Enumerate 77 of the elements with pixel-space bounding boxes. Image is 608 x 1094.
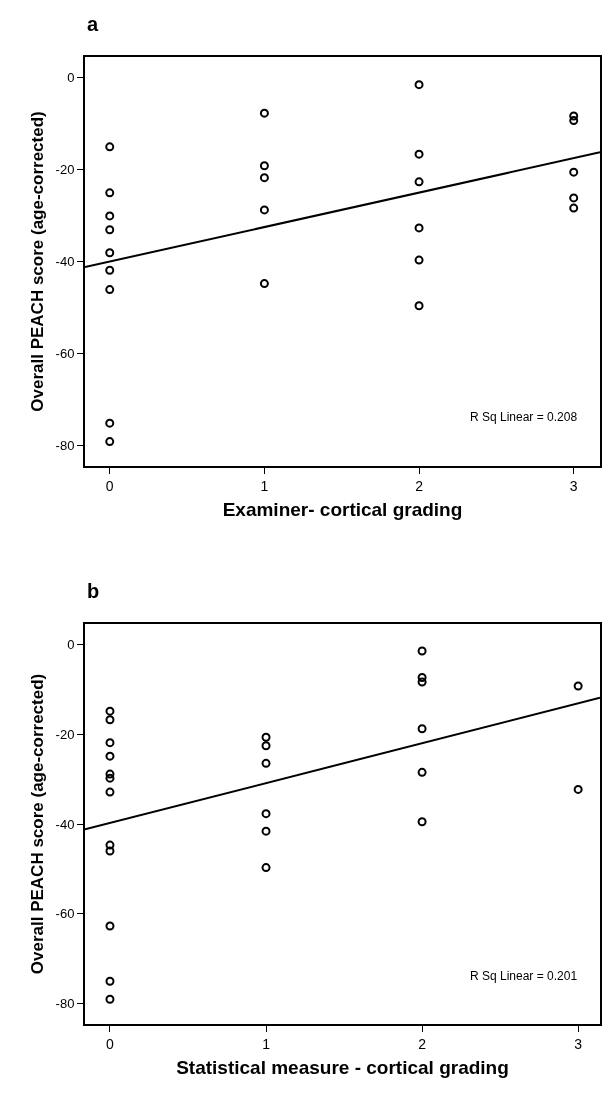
point xyxy=(417,724,427,734)
point xyxy=(414,255,424,265)
point xyxy=(105,769,115,779)
x-axis-title: Statistical measure - cortical grading xyxy=(176,1057,509,1079)
x-tick-label: 2 xyxy=(418,1035,427,1052)
point xyxy=(414,223,424,233)
point xyxy=(573,784,583,794)
point xyxy=(105,211,115,221)
y-tick-label: -40 xyxy=(55,816,75,832)
point xyxy=(261,758,271,768)
point xyxy=(417,646,427,656)
point xyxy=(261,741,271,751)
point xyxy=(105,188,115,198)
point xyxy=(105,265,115,275)
x-tick-label: 1 xyxy=(260,477,269,494)
point xyxy=(569,167,579,177)
chart-title: a xyxy=(87,13,99,35)
point xyxy=(414,301,424,311)
point xyxy=(105,248,115,258)
point xyxy=(417,767,427,777)
point xyxy=(105,921,115,931)
y-axis-title: Overall PEACH score (age-corrected) xyxy=(27,673,47,975)
y-tick-label: 0 xyxy=(67,69,75,85)
point xyxy=(417,672,427,682)
point xyxy=(569,193,579,203)
x-tick-label: 1 xyxy=(262,1035,271,1052)
point xyxy=(259,161,269,171)
point xyxy=(105,142,115,152)
x-tick-label: 3 xyxy=(569,477,578,494)
point xyxy=(573,681,583,691)
point xyxy=(105,225,115,235)
x-tick-label: 2 xyxy=(415,477,424,494)
point xyxy=(105,840,115,850)
point xyxy=(569,111,579,121)
point xyxy=(261,809,271,819)
point xyxy=(105,994,115,1004)
annotation: R Sq Linear = 0.208 xyxy=(470,410,578,424)
point xyxy=(105,418,115,428)
point xyxy=(259,108,269,118)
point xyxy=(105,738,115,748)
point xyxy=(414,80,424,90)
y-tick-label: -20 xyxy=(55,161,75,177)
point xyxy=(259,205,269,215)
x-axis-title: Examiner- cortical grading xyxy=(222,499,463,521)
point xyxy=(105,751,115,761)
point xyxy=(417,677,427,687)
point xyxy=(417,817,427,827)
point xyxy=(105,715,115,725)
y-tick-label: -60 xyxy=(55,906,75,922)
y-tick-label: -80 xyxy=(55,996,75,1012)
point xyxy=(105,285,115,295)
point xyxy=(414,177,424,187)
point xyxy=(105,773,115,783)
point xyxy=(105,706,115,716)
point xyxy=(569,116,579,126)
y-tick-label: -60 xyxy=(55,346,75,362)
point xyxy=(105,787,115,797)
annotation: R Sq Linear = 0.201 xyxy=(470,969,578,983)
point xyxy=(569,203,579,213)
point xyxy=(259,279,269,289)
x-tick-label: 0 xyxy=(105,477,114,494)
point xyxy=(261,826,271,836)
point xyxy=(414,149,424,159)
y-tick-label: 0 xyxy=(67,636,75,652)
y-tick-label: -20 xyxy=(55,726,75,742)
point xyxy=(105,976,115,986)
point xyxy=(105,846,115,856)
x-tick-label: 3 xyxy=(574,1035,583,1052)
point xyxy=(105,437,115,447)
x-tick-label: 0 xyxy=(106,1035,115,1052)
y-axis-title: Overall PEACH score (age-corrected) xyxy=(27,111,47,412)
y-tick-label: -80 xyxy=(55,438,75,454)
y-tick-label: -40 xyxy=(55,254,75,270)
point xyxy=(259,173,269,183)
chart-title: b xyxy=(87,580,100,602)
point xyxy=(261,732,271,742)
point xyxy=(261,863,271,873)
